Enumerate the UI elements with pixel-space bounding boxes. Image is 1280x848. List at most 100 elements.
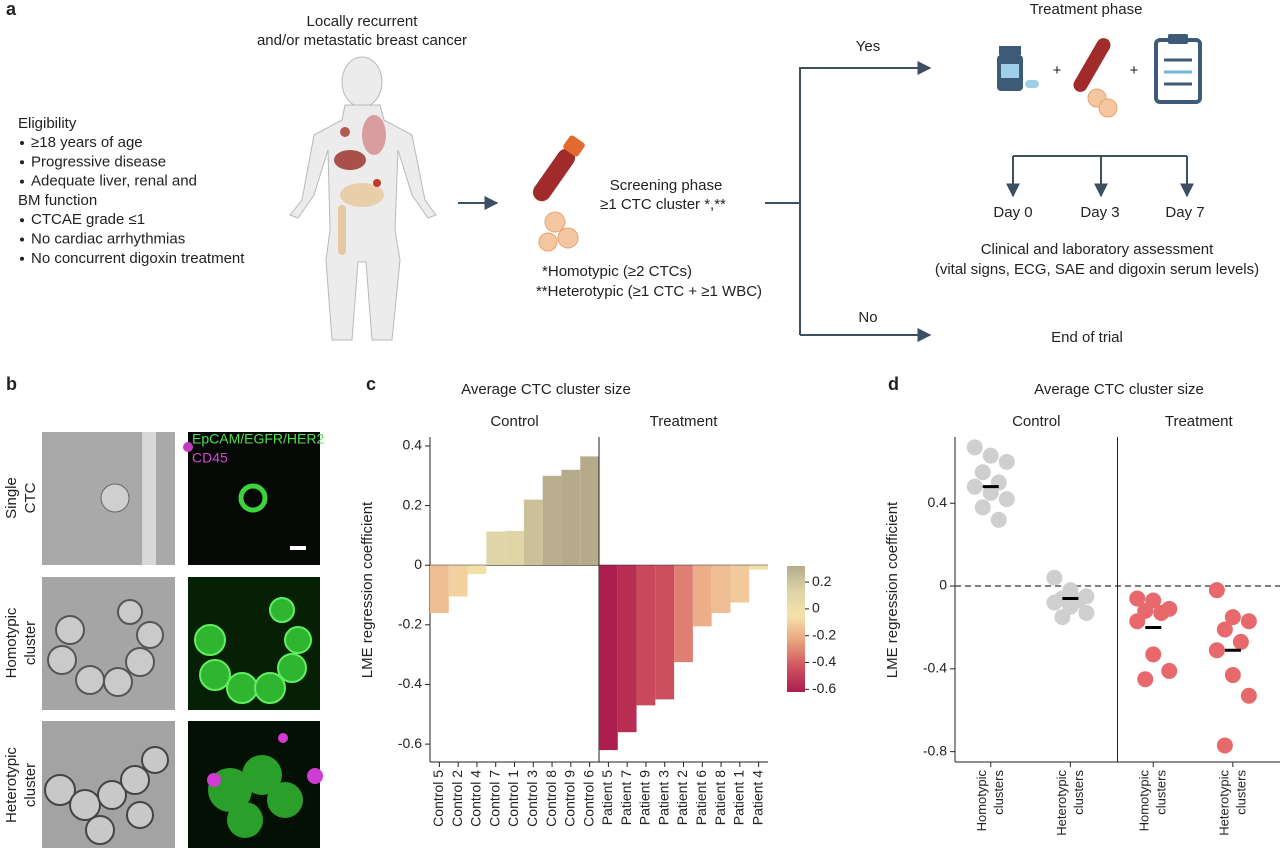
x-tick-label: Control 9 xyxy=(562,770,578,827)
x-tick-label: Control 1 xyxy=(505,770,521,827)
colorbar-tick-label: 0 xyxy=(812,600,820,616)
colorbar xyxy=(787,566,805,692)
y-tick-label: 0 xyxy=(939,577,947,593)
bar xyxy=(542,475,562,566)
data-point xyxy=(974,464,991,481)
bullet xyxy=(20,179,24,184)
colorbar-tick-label: -0.2 xyxy=(812,626,836,642)
row-label: Heterotypic xyxy=(3,747,20,823)
bar xyxy=(674,565,693,663)
x-tick-label: Control 5 xyxy=(430,770,446,827)
x-tick-label: Patient 3 xyxy=(655,770,671,825)
data-point xyxy=(1129,613,1146,630)
y-axis-label: LME regression coefficient xyxy=(884,501,901,678)
y-tick-label: 0.2 xyxy=(403,496,423,512)
panel-label: a xyxy=(6,0,17,19)
facet-title: Treatment xyxy=(1165,413,1234,430)
row-label: cluster xyxy=(22,621,39,665)
data-point xyxy=(1232,633,1249,650)
eligibility-item: No concurrent digoxin treatment xyxy=(31,250,245,267)
eligibility-item: ≥18 years of age xyxy=(31,134,143,151)
bar xyxy=(599,565,618,751)
x-tick-label: Control 4 xyxy=(468,770,484,827)
panel-label: b xyxy=(6,374,17,394)
y-tick-label: -0.2 xyxy=(398,616,422,632)
x-tick-label: Heterotypic xyxy=(1054,770,1069,836)
bar xyxy=(636,565,656,706)
y-tick-label: -0.6 xyxy=(398,735,422,751)
branch-label: Yes xyxy=(856,38,880,55)
facet-title: Treatment xyxy=(650,413,719,430)
y-tick-label: -0.4 xyxy=(923,660,947,676)
day-label: Day 7 xyxy=(1165,204,1204,221)
data-point xyxy=(1153,604,1170,621)
x-tick-label: clusters xyxy=(1233,770,1248,815)
x-tick-label: Patient 7 xyxy=(618,770,634,825)
x-tick-label: Patient 9 xyxy=(637,770,653,825)
eligibility-item: CTCAE grade ≤1 xyxy=(31,211,145,228)
data-point xyxy=(1224,609,1241,626)
colorbar-tick-label: -0.4 xyxy=(812,653,836,669)
assessment-text: Clinical and laboratory assessment xyxy=(981,241,1214,258)
bullet xyxy=(20,141,24,145)
data-point xyxy=(1137,671,1154,688)
data-point xyxy=(1046,594,1063,611)
body-illustration xyxy=(289,56,437,341)
eligibility-item: BM function xyxy=(18,192,97,209)
row-label: CTC xyxy=(22,482,39,513)
bar xyxy=(580,456,599,566)
eligibility-item: Adequate liver, renal and xyxy=(31,173,197,190)
y-axis-label: LME regression coefficient xyxy=(359,501,376,678)
data-point xyxy=(982,484,999,501)
micrographs xyxy=(42,432,323,848)
data-point xyxy=(1161,662,1178,679)
x-tick-label: clusters xyxy=(1154,770,1169,815)
data-point xyxy=(1240,613,1257,630)
bar xyxy=(749,565,768,570)
bar xyxy=(486,531,506,566)
blood-tube xyxy=(532,135,585,252)
chart-title: Average CTC cluster size xyxy=(1034,381,1204,398)
y-tick-label: 0.4 xyxy=(403,437,423,453)
bar xyxy=(692,565,712,627)
y-tick-label: -0.8 xyxy=(923,742,947,758)
x-tick-label: Patient 6 xyxy=(693,770,709,825)
screening-text: ≥1 CTC cluster *,** xyxy=(600,196,726,213)
data-point xyxy=(982,447,999,464)
data-point xyxy=(1129,590,1146,607)
footnote: **Heterotypic (≥1 CTC + ≥1 WBC) xyxy=(536,283,762,300)
colorbar-tick-label: -0.6 xyxy=(812,680,836,696)
bullet xyxy=(20,256,24,261)
data-point xyxy=(1224,667,1241,684)
eligibility-title: Eligibility xyxy=(18,115,77,132)
x-tick-label: Control 8 xyxy=(543,770,559,827)
bullet xyxy=(20,237,24,242)
data-point xyxy=(1216,737,1233,754)
x-tick-label: Patient 2 xyxy=(674,770,690,825)
y-tick-label: 0.4 xyxy=(928,494,948,510)
facet-title: Control xyxy=(490,413,538,430)
bullet xyxy=(20,218,24,223)
data-point xyxy=(1046,569,1063,586)
bar xyxy=(561,469,581,566)
bar xyxy=(430,565,449,613)
day-label: Day 3 xyxy=(1080,204,1119,221)
bullet xyxy=(20,160,24,165)
organs xyxy=(334,115,386,255)
row-label: cluster xyxy=(22,763,39,807)
row-label: Homotypic xyxy=(3,607,20,678)
data-point xyxy=(974,499,991,516)
chart-title: Average CTC cluster size xyxy=(461,381,631,398)
data-point xyxy=(1240,687,1257,704)
bar xyxy=(617,565,637,733)
branch-label: No xyxy=(858,309,877,326)
data-point xyxy=(1054,609,1071,626)
screening-text: Screening phase xyxy=(610,177,723,194)
treatment-icons xyxy=(997,34,1202,118)
data-point xyxy=(1078,604,1095,621)
x-tick-label: Control 7 xyxy=(486,770,502,827)
day-label: Day 0 xyxy=(993,204,1032,221)
bar xyxy=(448,565,468,597)
y-tick-label: 0 xyxy=(414,556,422,572)
